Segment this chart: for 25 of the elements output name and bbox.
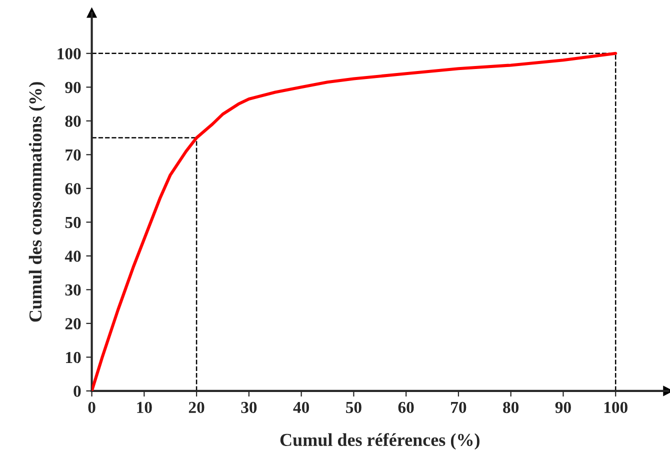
x-tick-label: 80	[503, 402, 519, 414]
y-tick-label: 20	[65, 318, 81, 330]
y-tick-label: 50	[65, 216, 81, 228]
y-axis-title: Cumul des consommations (%)	[28, 82, 46, 322]
x-tick-label: 90	[555, 402, 571, 414]
y-tick-label: 100	[58, 48, 81, 60]
x-tick-label: 0	[88, 402, 96, 414]
x-tick-label: 60	[398, 402, 414, 414]
x-axis-title: Cumul des références (%)	[280, 433, 480, 450]
x-tick-label: 70	[451, 402, 466, 414]
x-tick-label: 100	[604, 402, 628, 414]
y-tick-label: 90	[65, 82, 81, 94]
y-tick-label: 60	[65, 183, 81, 194]
x-tick-label: 30	[241, 402, 257, 414]
y-tick-label: 0	[74, 386, 81, 397]
x-tick-label: 10	[137, 402, 152, 414]
y-tick-label: 80	[65, 116, 81, 127]
y-tick-label: 70	[66, 149, 81, 161]
x-tick-label: 40	[293, 402, 310, 414]
y-tick-label: 30	[65, 284, 81, 296]
y-tick-label: 40	[64, 250, 81, 262]
y-tick-label: 10	[66, 352, 81, 364]
x-tick-label: 50	[346, 402, 362, 414]
line-series	[92, 52, 618, 391]
x-tick-label: 20	[188, 402, 204, 414]
